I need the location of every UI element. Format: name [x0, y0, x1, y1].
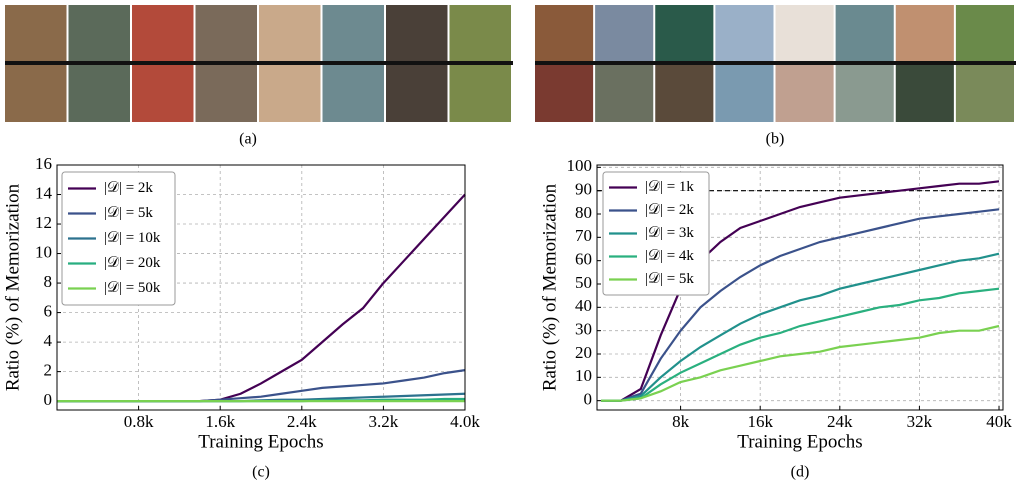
thumbnail — [535, 65, 594, 122]
thumbnail — [5, 5, 67, 62]
x-tick-label: 1.6k — [205, 412, 235, 431]
thumbnail — [835, 5, 894, 62]
thumbnail — [259, 5, 321, 62]
y-tick-label: 14 — [35, 183, 53, 202]
thumbnail — [595, 65, 654, 122]
thumbnail — [68, 5, 130, 62]
x-tick-label: 3.2k — [369, 412, 399, 431]
thumbnail — [132, 5, 194, 62]
thumbnail — [259, 65, 321, 122]
thumbnail — [195, 5, 257, 62]
caption: (d) — [791, 464, 810, 481]
legend-label: |𝒟| = 5k — [645, 271, 694, 287]
y-tick-label: 0 — [44, 390, 53, 409]
caption: (c) — [252, 464, 270, 481]
y-tick-label: 2 — [44, 361, 53, 380]
legend-label: |𝒟| = 4k — [645, 248, 694, 264]
grid-separator — [535, 61, 1016, 65]
series-line — [600, 324, 1000, 402]
thumbnail — [895, 5, 954, 62]
x-tick-label: 16k — [747, 412, 773, 431]
legend-box — [602, 171, 710, 296]
y-tick-label: 12 — [35, 213, 52, 232]
y-tick-label: 60 — [575, 250, 592, 269]
legend-label: |𝒟| = 3k — [645, 225, 694, 241]
x-tick-label: 2.4k — [287, 412, 317, 431]
y-tick-label: 8 — [44, 272, 53, 291]
thumbnail — [386, 65, 448, 122]
thumbnail — [322, 65, 384, 122]
x-tick-label: 0.8k — [124, 412, 154, 431]
series-line — [600, 208, 1000, 402]
y-tick-label: 100 — [567, 156, 593, 175]
thumbnail — [655, 65, 714, 122]
grid-separator — [5, 61, 513, 65]
legend-label: |𝒟| = 5k — [104, 205, 153, 221]
y-axis-label: Ratio (%) of Memorization — [539, 183, 560, 391]
y-tick-label: 40 — [575, 296, 592, 315]
thumbnail — [775, 65, 834, 122]
thumbnail — [386, 5, 448, 62]
x-axis-label: Training Epochs — [198, 431, 323, 452]
y-tick-label: 4 — [44, 331, 53, 350]
x-axis-label: Training Epochs — [737, 431, 862, 452]
y-tick-label: 80 — [575, 203, 592, 222]
legend-label: |𝒟| = 10k — [104, 230, 161, 246]
x-tick-label: 32k — [907, 412, 933, 431]
legend-label: |𝒟| = 2k — [645, 202, 694, 218]
image-grids — [5, 5, 1016, 122]
y-tick-label: 16 — [35, 154, 52, 173]
y-tick-label: 20 — [575, 343, 592, 362]
legend-label: |𝒟| = 1k — [645, 179, 694, 195]
x-tick-label: 24k — [827, 412, 853, 431]
plot-frame — [56, 164, 466, 411]
thumbnail — [715, 5, 774, 62]
thumbnail — [195, 65, 257, 122]
y-axis-label: Ratio (%) of Memorization — [2, 183, 23, 391]
series-line — [600, 252, 1000, 402]
y-tick-label: 0 — [584, 390, 593, 409]
y-tick-label: 6 — [44, 301, 53, 320]
y-tick-label: 70 — [575, 226, 592, 245]
legend-box — [61, 171, 176, 306]
thumbnail — [132, 65, 194, 122]
thumbnail — [655, 5, 714, 62]
chart: 0 2 4 6 8 10 12 14 16 0.8k 1.6k 2.4k 3.2k 4.0k Trainin… — [2, 154, 480, 452]
caption: (a) — [239, 131, 257, 148]
thumbnail — [955, 5, 1014, 62]
chart: 0 10 20 30 40 50 60 70 80 90 100 8k 16k 24k 32k 40k Trai… — [539, 156, 1012, 452]
thumbnail — [449, 5, 511, 62]
thumbnail — [595, 5, 654, 62]
y-tick-label: 10 — [575, 366, 592, 385]
thumbnail — [895, 65, 954, 122]
thumbnail — [775, 5, 834, 62]
thumbnail — [322, 5, 384, 62]
y-tick-label: 50 — [575, 273, 592, 292]
thumbnail — [955, 65, 1014, 122]
thumbnail — [68, 65, 130, 122]
thumbnail — [835, 65, 894, 122]
x-tick-label: 40k — [986, 412, 1012, 431]
y-tick-label: 30 — [575, 320, 592, 339]
thumbnail — [449, 65, 511, 122]
series-line — [600, 287, 1000, 402]
caption: (b) — [766, 131, 785, 148]
y-tick-label: 10 — [35, 242, 52, 261]
x-tick-label: 4.0k — [450, 412, 480, 431]
legend-label: |𝒟| = 50k — [104, 280, 161, 296]
series-line — [600, 180, 1000, 402]
thumbnail — [535, 5, 594, 62]
thumbnail — [715, 65, 774, 122]
thumbnail — [5, 65, 67, 122]
x-tick-label: 8k — [672, 412, 690, 431]
legend-label: |𝒟| = 20k — [104, 255, 161, 271]
y-tick-label: 90 — [575, 180, 592, 199]
plot-frame — [596, 164, 1004, 411]
legend-label: |𝒟| = 2k — [104, 180, 153, 196]
